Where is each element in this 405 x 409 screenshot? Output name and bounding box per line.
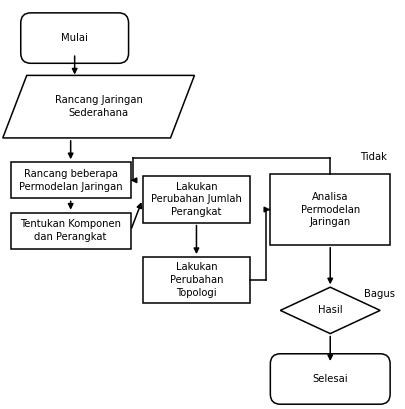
FancyBboxPatch shape — [21, 13, 128, 63]
Text: Analisa
Permodelan
Jaringan: Analisa Permodelan Jaringan — [300, 192, 359, 227]
Text: Hasil: Hasil — [317, 306, 342, 315]
Text: Lakukan
Perubahan Jumlah
Perangkat: Lakukan Perubahan Jumlah Perangkat — [151, 182, 241, 217]
Text: Rancang beberapa
Permodelan Jaringan: Rancang beberapa Permodelan Jaringan — [19, 169, 122, 192]
Bar — [11, 213, 130, 249]
FancyBboxPatch shape — [270, 354, 389, 404]
Polygon shape — [279, 287, 379, 334]
Bar — [142, 257, 250, 303]
Text: Tidak: Tidak — [359, 152, 386, 162]
Text: Lakukan
Perubahan
Topologi: Lakukan Perubahan Topologi — [169, 262, 223, 298]
Bar — [142, 176, 250, 222]
Bar — [11, 162, 130, 198]
Polygon shape — [3, 75, 194, 138]
Text: Selesai: Selesai — [312, 374, 347, 384]
Bar — [270, 174, 389, 245]
Text: Mulai: Mulai — [61, 33, 88, 43]
Text: Rancang Jaringan
Sederahana: Rancang Jaringan Sederahana — [55, 95, 142, 118]
Text: Bagus: Bagus — [363, 289, 394, 299]
Text: Tentukan Komponen
dan Perangkat: Tentukan Komponen dan Perangkat — [20, 219, 121, 242]
